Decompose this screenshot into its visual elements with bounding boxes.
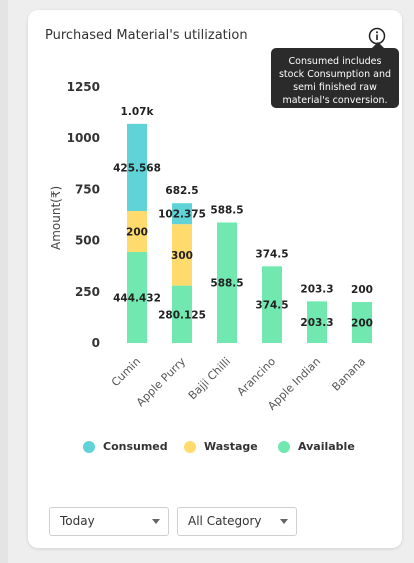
data-label: 200: [126, 227, 148, 239]
bar-segment-available: [307, 301, 327, 343]
data-label: 588.5: [210, 278, 243, 290]
left-panel-edge: [0, 0, 8, 563]
data-label: 102.375: [158, 209, 206, 221]
chevron-down-icon: [280, 519, 288, 524]
data-label: 203.3: [300, 317, 333, 329]
category-select[interactable]: All Category: [177, 507, 297, 536]
total-label: 588.5: [210, 204, 243, 216]
legend-label-available: Available: [298, 440, 355, 453]
total-label: 682.5: [165, 185, 198, 197]
data-label: 300: [171, 250, 193, 262]
x-tick-label: Bajji Chilli: [186, 355, 233, 402]
y-tick-label: 750: [75, 182, 100, 196]
legend-dot-wastage: [184, 440, 196, 453]
legend-label-wastage: Wastage: [204, 440, 258, 453]
chevron-down-icon: [152, 519, 160, 524]
legend-item-available[interactable]: Available: [278, 440, 355, 453]
period-select[interactable]: Today: [49, 507, 169, 536]
y-tick-label: 1000: [67, 131, 100, 145]
info-tooltip: Consumed includes stock Consumption and …: [271, 42, 399, 108]
stacked-bar-chart: 0 250 500 750 1000 1250 444.432 200 425.568 1.07k…: [67, 80, 373, 413]
x-tick-label: Cumin: [109, 355, 143, 389]
x-tick-label: Arancino: [235, 355, 279, 399]
total-label: 203.3: [300, 283, 333, 295]
bar-segment-consumed: [172, 203, 192, 225]
utilization-card: Purchased Material's utilization Consume…: [28, 10, 402, 548]
data-label: 444.432: [113, 292, 161, 304]
data-label: 200: [351, 318, 373, 330]
bar-segment-wastage: [127, 211, 147, 252]
bar-segment-available: [352, 302, 372, 343]
data-label: 280.125: [158, 309, 206, 321]
total-label: 1.07k: [121, 106, 155, 118]
card-title: Purchased Material's utilization: [45, 28, 248, 43]
y-tick-label: 250: [75, 285, 100, 299]
y-tick-label: 1250: [67, 80, 100, 94]
legend-dot-available: [278, 440, 290, 453]
category-select-value: All Category: [188, 514, 262, 528]
legend-item-wastage[interactable]: Wastage: [184, 440, 258, 453]
legend-dot-consumed: [83, 440, 95, 453]
y-tick-label: 500: [75, 234, 100, 248]
x-tick-label: Banana: [329, 355, 368, 394]
period-select-value: Today: [60, 514, 95, 528]
bar-segment-available: [217, 222, 237, 343]
data-label: 374.5: [255, 300, 288, 312]
bar-segment-wastage: [172, 224, 192, 286]
total-label: 374.5: [255, 248, 288, 260]
total-label: 200: [351, 284, 373, 296]
x-tick-label: Apple Purry: [134, 355, 188, 409]
legend-label-consumed: Consumed: [103, 440, 168, 453]
bar-segment-available: [127, 251, 147, 343]
data-label: 425.568: [113, 162, 161, 174]
bar-segment-available: [262, 266, 282, 343]
bar-segment-consumed: [127, 123, 147, 212]
chart-legend: Consumed Wastage Available: [28, 440, 402, 458]
legend-item-consumed[interactable]: Consumed: [83, 440, 168, 453]
y-tick-label: 0: [92, 336, 100, 350]
bar-segment-available: [172, 285, 192, 343]
